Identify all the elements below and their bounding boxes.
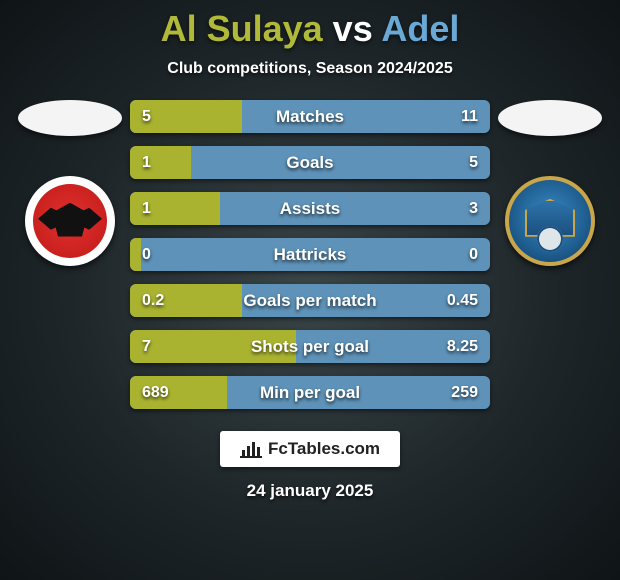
page-title: Al Sulaya vs Adel	[161, 8, 460, 50]
subtitle: Club competitions, Season 2024/2025	[167, 60, 452, 78]
stat-row: 511Matches	[130, 100, 490, 133]
branding-badge: FcTables.com	[220, 431, 400, 467]
stat-label: Hattricks	[130, 245, 490, 265]
club-badge-right-icon	[505, 176, 595, 266]
stat-row: 689259Min per goal	[130, 376, 490, 409]
branding-text: FcTables.com	[268, 439, 380, 459]
stat-label: Matches	[130, 107, 490, 127]
stat-row: 13Assists	[130, 192, 490, 225]
club-badge-left-icon	[25, 176, 115, 266]
stat-label: Goals per match	[130, 291, 490, 311]
country-flag-right-icon	[498, 100, 602, 136]
stat-label: Shots per goal	[130, 337, 490, 357]
date-label: 24 january 2025	[247, 481, 374, 501]
stat-row: 0.20.45Goals per match	[130, 284, 490, 317]
stat-bars: 511Matches 15Goals 13Assists 00Hattricks 0.2…	[130, 100, 490, 409]
stat-row: 15Goals	[130, 146, 490, 179]
title-player1: Al Sulaya	[161, 8, 323, 49]
content: Al Sulaya vs Adel Club competitions, Sea…	[0, 0, 620, 580]
stat-row: 00Hattricks	[130, 238, 490, 271]
title-vs: vs	[333, 8, 373, 49]
stat-row: 78.25Shots per goal	[130, 330, 490, 363]
main-row: 511Matches 15Goals 13Assists 00Hattricks 0.2…	[0, 100, 620, 409]
stat-label: Assists	[130, 199, 490, 219]
left-side	[10, 100, 130, 266]
right-side	[490, 100, 610, 266]
title-player2: Adel	[381, 8, 459, 49]
fctables-logo-icon	[240, 440, 262, 458]
stat-label: Goals	[130, 153, 490, 173]
country-flag-left-icon	[18, 100, 122, 136]
stat-label: Min per goal	[130, 383, 490, 403]
